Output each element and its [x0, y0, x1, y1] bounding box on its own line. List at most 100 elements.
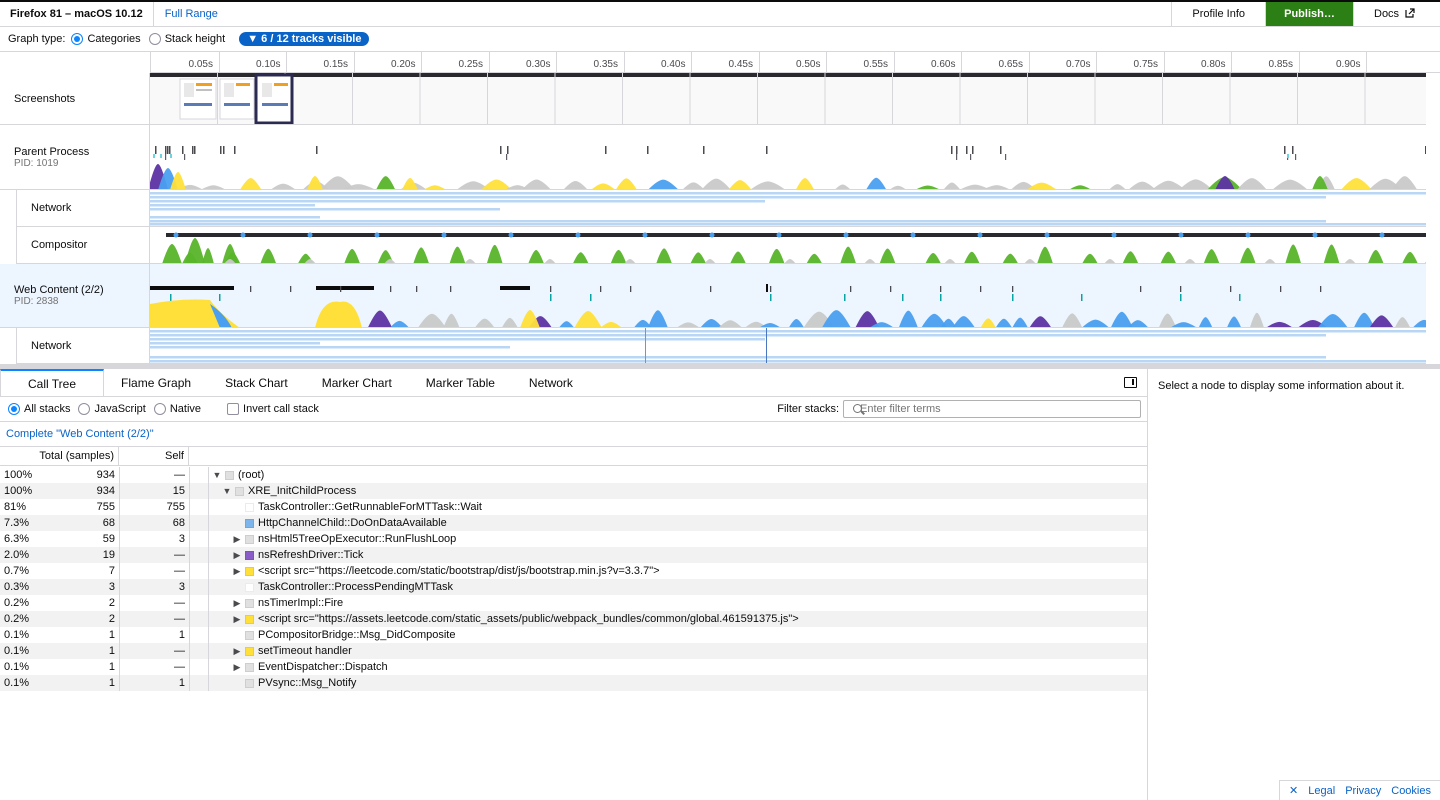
- row-total-samples: 2: [108, 597, 115, 609]
- screenshots-strip[interactable]: [150, 73, 1426, 125]
- collapsed-triangle-icon[interactable]: ▶: [233, 534, 241, 544]
- collapsed-triangle-icon[interactable]: ▶: [233, 550, 241, 560]
- table-row[interactable]: 0.1% 1 1 PCompositorBridge::Msg_DidComposit…: [0, 627, 1147, 643]
- collapsed-triangle-icon[interactable]: ▶: [233, 646, 241, 656]
- javascript-option[interactable]: JavaScript: [78, 403, 146, 415]
- collapsed-triangle-icon[interactable]: ▶: [233, 662, 241, 672]
- table-row[interactable]: 6.3% 59 3 ▶ nsHtml5TreeOpExecutor::RunFlushL…: [0, 531, 1147, 547]
- collapsed-triangle-icon[interactable]: ▶: [233, 614, 241, 624]
- track-compositor[interactable]: Compositor: [16, 227, 150, 264]
- function-name: PVsync::Msg_Notify: [258, 677, 357, 689]
- track-label-compositor: Compositor: [31, 239, 88, 251]
- close-footer-icon[interactable]: ✕: [1289, 785, 1299, 797]
- parent-process-activity-graph[interactable]: [150, 125, 1426, 190]
- sidebar-toggle-icon[interactable]: [1124, 377, 1137, 388]
- ruler-tick: [1298, 52, 1300, 73]
- table-row[interactable]: 0.2% 2 — ▶ <script src="https://assets.leetc…: [0, 611, 1147, 627]
- tab-network[interactable]: Network: [528, 376, 573, 390]
- stack-height-label: Stack height: [164, 33, 226, 45]
- track-parent-process[interactable]: Parent Process PID: 1019: [0, 125, 150, 190]
- docs-label: Docs: [1374, 8, 1400, 20]
- sidebar-empty-message: Select a node to display some informatio…: [1158, 380, 1405, 392]
- ruler-tick: [1096, 52, 1097, 73]
- radio-selected-icon[interactable]: [8, 403, 20, 415]
- table-row[interactable]: 81% 755 755 TaskController::GetRunnableForM…: [0, 499, 1147, 515]
- privacy-link[interactable]: Privacy: [1345, 784, 1382, 797]
- network-graph-parent[interactable]: [150, 190, 1426, 227]
- table-row[interactable]: 100% 934 — ▼ (root): [0, 467, 1147, 483]
- tab-call-tree[interactable]: Call Tree: [0, 369, 105, 396]
- tracks-visible-button[interactable]: ▼ 6 / 12 tracks visible: [239, 32, 370, 46]
- row-self-samples: —: [174, 597, 185, 609]
- compositor-activity-graph[interactable]: [150, 227, 1426, 264]
- details-tab-bar: Call Tree Flame Graph Stack Chart Marker…: [0, 369, 1147, 397]
- table-row[interactable]: 100% 934 15 ▼ XRE_InitChildProcess: [0, 483, 1147, 499]
- tab-marker-chart[interactable]: Marker Chart: [321, 376, 392, 390]
- parent-activity-svg: [150, 146, 1426, 189]
- table-row[interactable]: 2.0% 19 — ▶ nsRefreshDriver::Tick: [0, 547, 1147, 563]
- ruler-tick-label: 0.35s: [593, 59, 618, 70]
- graph-type-categories-option[interactable]: Categories: [71, 33, 141, 45]
- call-tree[interactable]: 100% 934 — ▼ (root) 100% 934 15 ▼ XRE_InitChildPr…: [0, 467, 1147, 691]
- cookies-link[interactable]: Cookies: [1391, 784, 1431, 797]
- category-swatch: [245, 662, 254, 672]
- top-bar: Firefox 81 – macOS 10.12 Full Range Prof…: [0, 0, 1440, 27]
- radio-selected-icon[interactable]: [71, 33, 84, 45]
- graph-type-stack-height-option[interactable]: Stack height: [148, 33, 226, 45]
- row-total-samples: 1: [108, 677, 115, 689]
- table-row[interactable]: 0.3% 3 3 TaskController::ProcessPendingMTTa…: [0, 579, 1147, 595]
- row-total-samples: 19: [102, 549, 115, 561]
- tab-flame-graph[interactable]: Flame Graph: [121, 376, 192, 390]
- web-content-activity-graph[interactable]: [150, 264, 1426, 328]
- native-option[interactable]: Native: [153, 403, 201, 415]
- legal-link[interactable]: Legal: [1308, 784, 1336, 797]
- category-swatch: [245, 534, 254, 544]
- panel-splitter[interactable]: [0, 364, 1440, 369]
- table-row[interactable]: 0.1% 1 — ▶ EventDispatcher::Dispatch: [0, 659, 1147, 675]
- track-web-content[interactable]: Web Content (2/2) PID: 2838: [0, 264, 150, 328]
- filter-stacks-input[interactable]: [843, 400, 1141, 418]
- call-tree-breadcrumb[interactable]: Complete "Web Content (2/2)": [0, 422, 1147, 447]
- tab-stack-chart[interactable]: Stack Chart: [225, 376, 288, 390]
- expanded-triangle-icon[interactable]: ▼: [212, 470, 222, 480]
- tab-marker-table[interactable]: Marker Table: [425, 376, 495, 390]
- table-row[interactable]: 7.3% 68 68 HttpChannelChild::DoOnDataAvaila…: [0, 515, 1147, 531]
- web-content-pid: PID: 2838: [14, 296, 59, 307]
- publish-button[interactable]: Publish…: [1265, 2, 1353, 26]
- checkbox-icon[interactable]: [227, 403, 240, 415]
- radio-icon[interactable]: [78, 403, 91, 415]
- collapsed-triangle-icon[interactable]: ▶: [233, 598, 241, 608]
- profile-info-button[interactable]: Profile Info: [1171, 2, 1265, 26]
- category-swatch: [245, 630, 254, 640]
- javascript-label: JavaScript: [94, 403, 146, 415]
- category-swatch: [245, 646, 254, 656]
- radio-icon[interactable]: [153, 403, 166, 415]
- collapsed-triangle-icon[interactable]: ▶: [233, 566, 241, 576]
- track-network-web-content[interactable]: Network: [16, 328, 150, 364]
- all-stacks-option[interactable]: All stacks: [8, 403, 70, 415]
- web-content-svg: [150, 284, 1426, 327]
- table-row[interactable]: 0.1% 1 — ▶ setTimeout handler: [0, 643, 1147, 659]
- expanded-triangle-icon[interactable]: ▼: [222, 486, 232, 496]
- row-self-samples: —: [174, 549, 185, 561]
- ruler-tick: [826, 52, 827, 73]
- docs-button[interactable]: Docs: [1353, 2, 1440, 26]
- timeline[interactable]: 0.05s 0.10s 0.15s 0.20s 0.25s 0.30s 0.35s 0.40s…: [0, 52, 1440, 364]
- row-percentage: 0.2%: [4, 613, 30, 625]
- ruler-tick-label: 0.25s: [458, 59, 483, 70]
- row-self-samples: —: [174, 565, 185, 577]
- row-percentage: 0.3%: [4, 581, 30, 593]
- call-tree-settings: All stacks JavaScript Native Invert call…: [0, 397, 1147, 422]
- track-network-parent[interactable]: Network: [16, 190, 150, 227]
- track-screenshots[interactable]: Screenshots: [0, 73, 150, 125]
- table-row[interactable]: 0.2% 2 — ▶ nsTimerImpl::Fire: [0, 595, 1147, 611]
- table-row[interactable]: 0.7% 7 — ▶ <script src="https://leetcode.com…: [0, 563, 1147, 579]
- table-row[interactable]: 0.1% 1 1 PVsync::Msg_Notify: [0, 675, 1147, 691]
- full-range-breadcrumb[interactable]: Full Range: [164, 8, 218, 20]
- ruler-tick: [286, 52, 287, 73]
- category-swatch: [245, 566, 254, 576]
- ruler-tick: [961, 52, 962, 73]
- radio-icon[interactable]: [148, 33, 161, 45]
- invert-call-stack-option[interactable]: Invert call stack: [227, 403, 319, 415]
- network-graph-web-content[interactable]: [150, 328, 1426, 364]
